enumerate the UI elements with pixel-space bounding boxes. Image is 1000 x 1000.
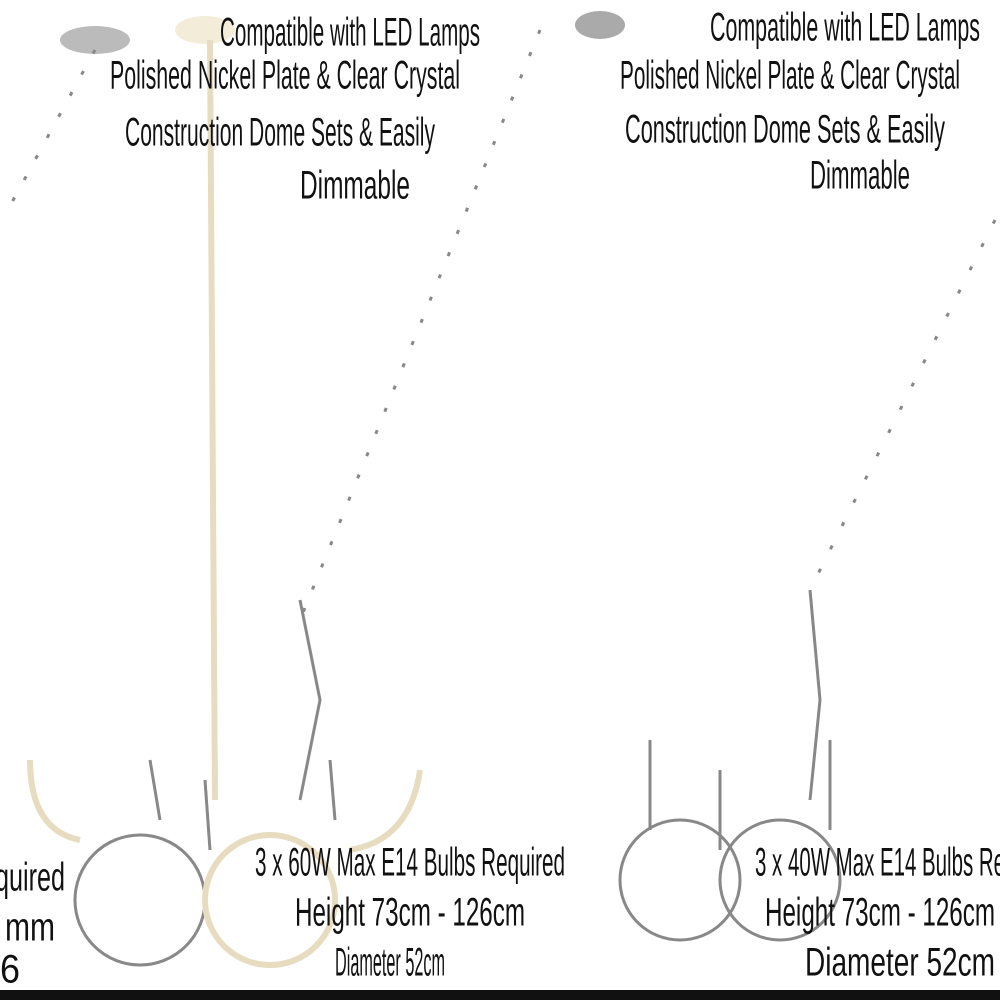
illustration-left [3, 16, 542, 968]
caption-line: Polished Nickel Plate & Clear Crystal [620, 54, 960, 98]
illustration-right [575, 11, 997, 942]
caption-line: Dimmable [300, 164, 410, 208]
caption-line: 3 x 40W Max E14 Bulbs Re [755, 841, 1000, 885]
caption-line: mm [5, 906, 55, 950]
caption-line: Construction Dome Sets & Easily [125, 111, 435, 155]
caption-line: Construction Dome Sets & Easily [625, 108, 945, 152]
caption-line: Height 73cm - 126cm [295, 891, 525, 935]
caption-line: Diameter 52cm [335, 941, 445, 985]
caption-line: 3 x 60W Max E14 Bulbs Required [255, 841, 565, 885]
caption-line: Height 73cm - 126cm [765, 891, 995, 935]
bottom-bar [0, 990, 1000, 1000]
caption-line: 6 [0, 948, 20, 992]
caption-line: Compatible with LED Lamps [710, 6, 980, 50]
caption-line: Polished Nickel Plate & Clear Crystal [110, 54, 460, 98]
caption-line: Diameter 52cm [805, 941, 995, 985]
caption-line: quired [0, 856, 65, 900]
caption-line: Dimmable [810, 154, 910, 198]
caption-line: Compatible with LED Lamps [220, 11, 480, 55]
